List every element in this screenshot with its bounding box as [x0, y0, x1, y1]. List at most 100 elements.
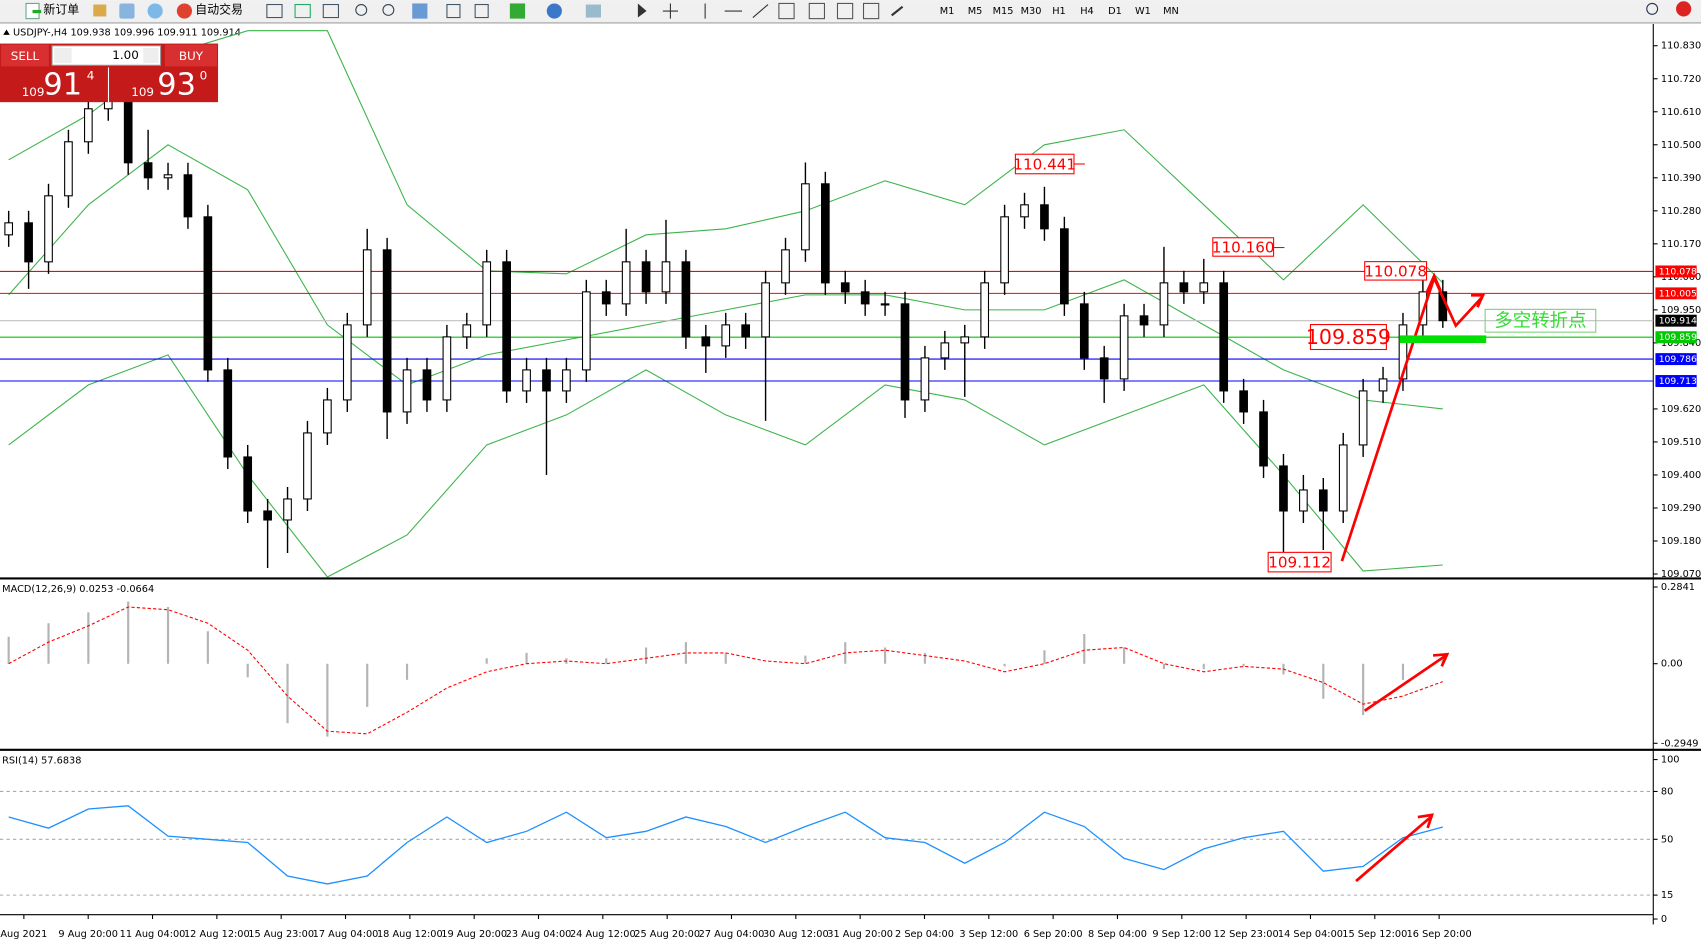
price-panel [0, 30, 1654, 578]
buy-big-figure[interactable]: 109 [131, 85, 154, 99]
price-level-tag [1655, 265, 1697, 278]
candle-body [1099, 357, 1109, 380]
x-tick-label: 16 Sep 20:00 [1407, 929, 1472, 940]
candle-body [820, 183, 830, 284]
candle-body [681, 261, 691, 338]
candle-body [1020, 204, 1029, 218]
note: 多空转折点 [1494, 310, 1586, 331]
annotation-box [1364, 261, 1428, 281]
x-tick-label: 27 Aug 04:00 [699, 929, 765, 940]
drawings [1340, 272, 1487, 883]
candle-body [143, 162, 153, 179]
lot-up[interactable] [143, 47, 159, 64]
candle-body [1139, 315, 1149, 326]
y-tick-label: 109.950 [1661, 305, 1701, 316]
y-tick-label: 109.510 [1661, 437, 1701, 448]
rsi-line [8, 805, 1443, 885]
y-tick-label: 50 [1661, 834, 1673, 845]
sell-label[interactable]: SELL [11, 49, 40, 63]
bollinger-band [8, 144, 1443, 410]
timeframe-button[interactable]: D1 [1108, 6, 1122, 17]
trade-panel: SELL 1.00 BUY 109 91 4 109 93 0 [0, 43, 219, 102]
annotation: 110.078 [1364, 262, 1427, 280]
buy-button[interactable] [164, 44, 217, 67]
x-tick-label: 17 Aug 04:00 [313, 929, 379, 940]
timeframe-button[interactable]: H4 [1080, 6, 1094, 17]
sell-button[interactable] [1, 44, 49, 67]
y-tick-label: -0.2949 [1661, 738, 1699, 749]
price-level-label: 109.859 [1659, 332, 1697, 343]
buy-label[interactable]: BUY [179, 49, 204, 63]
toolbar-button[interactable]: 新订单 [43, 2, 79, 16]
timeframe-button[interactable]: W1 [1135, 6, 1151, 17]
y-tick-label: 109.400 [1661, 470, 1701, 481]
candle-body [84, 108, 93, 143]
rsi-title: RSI(14) 57.6838 [2, 756, 81, 767]
price-level-label: 110.078 [1659, 266, 1697, 277]
candle-body [64, 141, 73, 197]
candle-body [442, 336, 452, 401]
x-tick-label: Aug 2021 [0, 929, 47, 940]
price-level-tag [1655, 287, 1697, 300]
y-tick-label: 100 [1661, 755, 1680, 766]
price-level-tag [1655, 331, 1697, 344]
buy-pips[interactable]: 93 [157, 67, 196, 102]
timeframe-button[interactable]: M30 [1021, 6, 1042, 17]
timeframe-button[interactable]: MN [1163, 6, 1179, 17]
candle-body [1299, 489, 1308, 512]
lot-input[interactable] [51, 45, 162, 66]
x-tick-label: 14 Sep 04:00 [1278, 929, 1343, 940]
candle-body [342, 324, 352, 401]
buy-fraction[interactable]: 0 [200, 69, 208, 83]
macd-title: MACD(12,26,9) 0.0253 -0.0664 [2, 584, 154, 595]
candle-body [1179, 282, 1189, 293]
chart-area [0, 24, 1701, 925]
lot-value[interactable]: 1.00 [112, 48, 139, 62]
candle-body [44, 195, 53, 263]
y-tick-label: 110.720 [1661, 74, 1701, 85]
y-tick-label: 109.070 [1661, 569, 1701, 580]
candle-body [24, 222, 33, 263]
candle-body [1358, 390, 1368, 446]
sell-fraction[interactable]: 4 [87, 69, 95, 83]
x-tick-label: 6 Sep 20:00 [1024, 929, 1083, 940]
sell-pips[interactable]: 91 [43, 67, 82, 102]
sell-big-figure[interactable]: 109 [22, 85, 45, 99]
y-tick-label: 110.610 [1661, 107, 1701, 118]
price-level-tag [1655, 314, 1697, 327]
timeframe-button[interactable]: M15 [993, 6, 1014, 17]
candle-body [562, 369, 571, 392]
arrow-head [1425, 272, 1486, 308]
arrow-head [1417, 813, 1434, 829]
macd-signal [8, 606, 1443, 735]
timeframe-button[interactable]: M1 [940, 6, 955, 17]
x-tick-label: 15 Sep 12:00 [1342, 929, 1407, 940]
lot-down[interactable] [54, 47, 72, 64]
candle-body [900, 303, 910, 401]
candle-body [701, 336, 711, 347]
candle-body [163, 174, 173, 179]
candle-body [1119, 315, 1129, 380]
candle-body [641, 261, 651, 293]
candle-body [223, 369, 233, 458]
candle-body [960, 336, 970, 344]
timeframe-button[interactable]: H1 [1052, 6, 1066, 17]
y-tick-label: 0.00 [1661, 659, 1683, 670]
chart-title: USDJPY-,H4 109.938 109.996 109.911 109.9… [13, 28, 241, 39]
x-tick-label: 12 Sep 23:00 [1214, 929, 1279, 940]
toolbar-button[interactable]: 自动交易 [195, 2, 243, 16]
candle-body [263, 510, 272, 521]
candle-body [1338, 444, 1348, 512]
price-level-tag [1655, 353, 1697, 366]
annotation-box [1267, 551, 1332, 573]
y-tick-label: 109.290 [1661, 503, 1701, 514]
y-tick-label: 110.830 [1661, 41, 1701, 52]
candle-body [4, 222, 14, 236]
trend-arrow [1340, 274, 1483, 562]
candle-body [1239, 390, 1248, 413]
annotation-box [1309, 324, 1387, 351]
timeframe-button[interactable]: M5 [968, 6, 983, 17]
